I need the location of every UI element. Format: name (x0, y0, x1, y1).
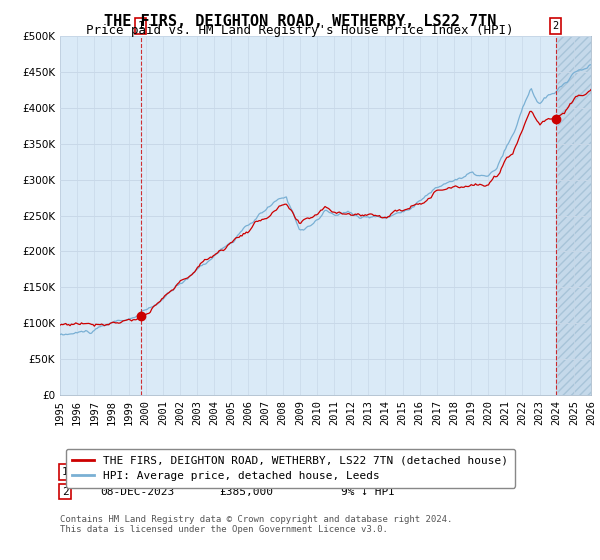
Text: 1: 1 (62, 467, 68, 477)
Text: 17-SEP-1999: 17-SEP-1999 (100, 467, 174, 477)
Text: Price paid vs. HM Land Registry's House Price Index (HPI): Price paid vs. HM Land Registry's House … (86, 24, 514, 37)
Text: 9% ↓ HPI: 9% ↓ HPI (341, 487, 395, 497)
Text: 1: 1 (137, 21, 144, 31)
Text: Contains HM Land Registry data © Crown copyright and database right 2024.
This d: Contains HM Land Registry data © Crown c… (60, 515, 452, 534)
Text: 2: 2 (553, 21, 559, 31)
Bar (556, 36, 591, 395)
Text: 3% ↑ HPI: 3% ↑ HPI (341, 467, 395, 477)
Text: THE FIRS, DEIGHTON ROAD, WETHERBY, LS22 7TN: THE FIRS, DEIGHTON ROAD, WETHERBY, LS22 … (104, 14, 496, 29)
Text: £110,000: £110,000 (220, 467, 273, 477)
Text: £385,000: £385,000 (220, 487, 273, 497)
Text: 08-DEC-2023: 08-DEC-2023 (100, 487, 174, 497)
Bar (556, 36, 591, 395)
Legend: THE FIRS, DEIGHTON ROAD, WETHERBY, LS22 7TN (detached house), HPI: Average price: THE FIRS, DEIGHTON ROAD, WETHERBY, LS22 … (65, 449, 515, 488)
Text: 2: 2 (62, 487, 68, 497)
